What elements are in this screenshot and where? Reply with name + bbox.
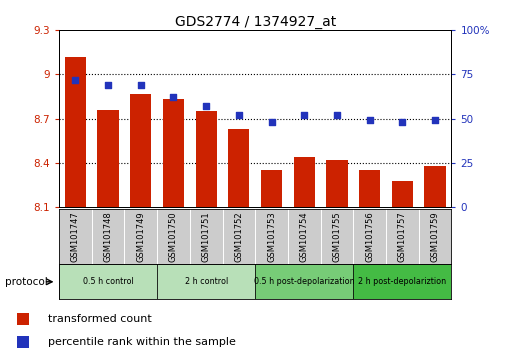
Point xyxy=(398,119,406,125)
Point xyxy=(333,112,341,118)
Point xyxy=(267,119,275,125)
Bar xyxy=(195,111,217,207)
Text: 2 h control: 2 h control xyxy=(185,277,228,286)
Text: 0.5 h post-depolarization: 0.5 h post-depolarization xyxy=(254,277,354,286)
Text: 2 h post-depolariztion: 2 h post-depolariztion xyxy=(358,277,446,286)
Point xyxy=(202,103,210,109)
Text: protocol: protocol xyxy=(5,277,48,287)
Point xyxy=(235,112,243,118)
Text: GSM101753: GSM101753 xyxy=(267,211,276,262)
Bar xyxy=(392,181,413,207)
Bar xyxy=(261,170,282,207)
Text: transformed count: transformed count xyxy=(48,314,152,324)
Point xyxy=(104,82,112,88)
Title: GDS2774 / 1374927_at: GDS2774 / 1374927_at xyxy=(174,15,336,29)
Bar xyxy=(424,166,446,207)
Text: 0.5 h control: 0.5 h control xyxy=(83,277,133,286)
Point xyxy=(136,82,145,88)
Text: GSM101755: GSM101755 xyxy=(332,211,342,262)
Bar xyxy=(59,264,157,299)
Bar xyxy=(293,157,315,207)
Bar xyxy=(130,93,151,207)
Bar xyxy=(17,336,29,348)
Text: GSM101754: GSM101754 xyxy=(300,211,309,262)
Text: GSM101750: GSM101750 xyxy=(169,211,178,262)
Bar xyxy=(353,264,451,299)
Point xyxy=(366,118,374,123)
Bar xyxy=(97,110,119,207)
Point xyxy=(300,112,308,118)
Text: GSM101748: GSM101748 xyxy=(104,211,112,262)
Text: GSM101747: GSM101747 xyxy=(71,211,80,262)
Point xyxy=(71,77,80,82)
Text: GSM101757: GSM101757 xyxy=(398,211,407,262)
Bar xyxy=(157,264,255,299)
Bar xyxy=(228,129,249,207)
Text: GSM101756: GSM101756 xyxy=(365,211,374,262)
Point xyxy=(431,118,439,123)
Point xyxy=(169,95,177,100)
Bar xyxy=(359,170,380,207)
Text: GSM101749: GSM101749 xyxy=(136,211,145,262)
Text: GSM101751: GSM101751 xyxy=(202,211,211,262)
Bar xyxy=(163,99,184,207)
Bar xyxy=(65,57,86,207)
Bar xyxy=(255,264,353,299)
Bar xyxy=(17,313,29,325)
Text: GSM101752: GSM101752 xyxy=(234,211,243,262)
Text: GSM101759: GSM101759 xyxy=(430,211,440,262)
Bar xyxy=(326,160,348,207)
Text: percentile rank within the sample: percentile rank within the sample xyxy=(48,337,236,347)
